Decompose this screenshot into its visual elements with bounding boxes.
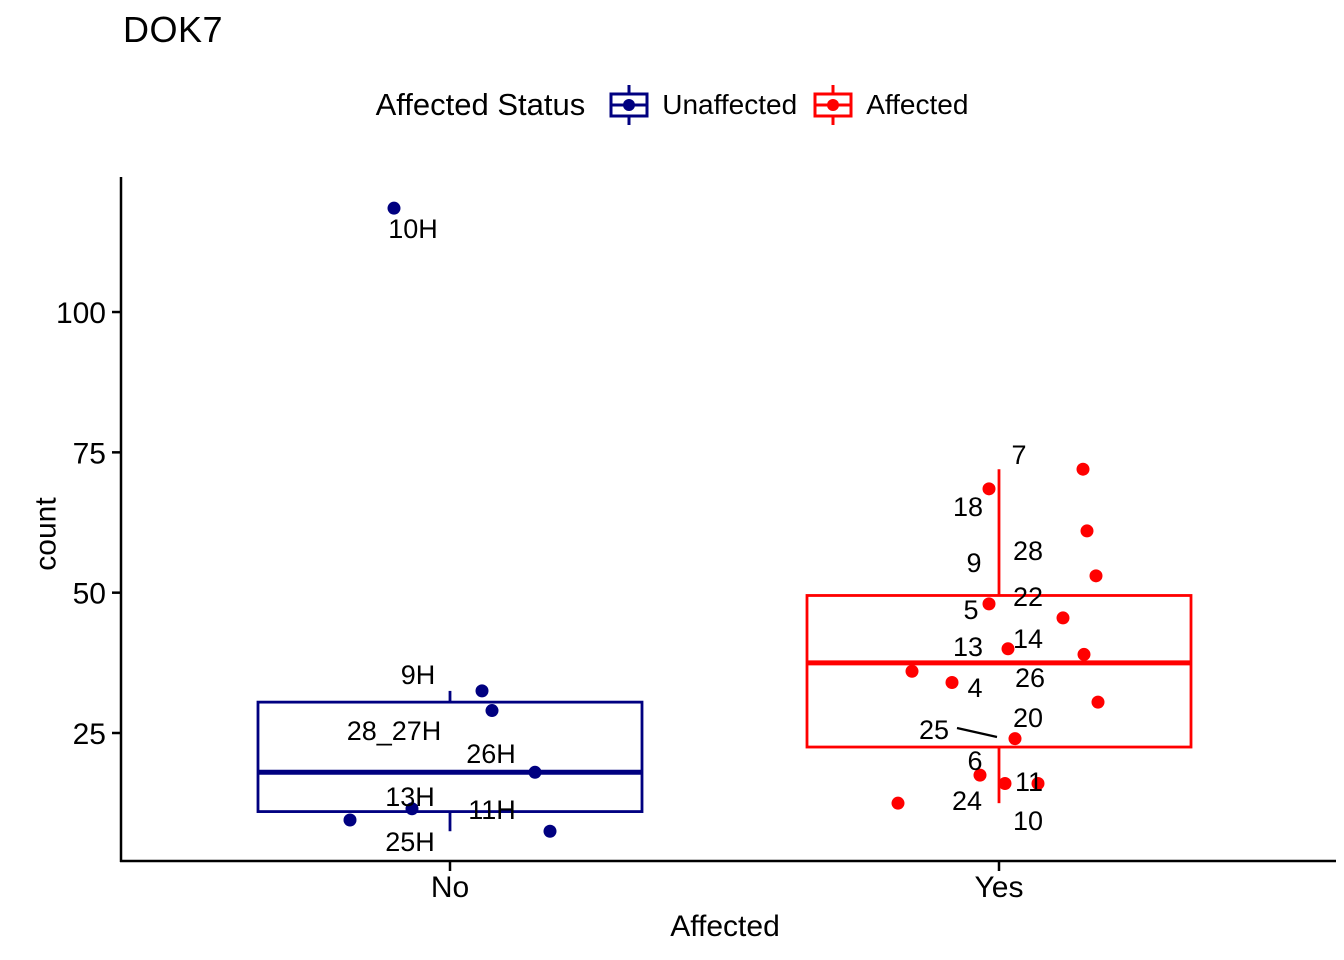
data-point: [982, 482, 996, 496]
x-category-label: No: [431, 871, 469, 904]
point-label: 22: [1013, 582, 1043, 612]
point-label: 9H: [401, 660, 436, 690]
y-tick-label: 100: [56, 297, 106, 330]
x-category-label: Yes: [975, 871, 1024, 904]
box: [256, 700, 644, 813]
data-point: [405, 802, 419, 816]
data-point: [973, 768, 987, 782]
legend-label-affected: Affected: [866, 89, 969, 120]
data-point: [485, 704, 499, 718]
point-label: 13H: [385, 782, 435, 812]
point-label: 28: [1013, 536, 1043, 566]
boxplot-key-unaffected-icon: [609, 85, 649, 125]
legend-label-unaffected: Unaffected: [662, 89, 798, 120]
data-point: [1031, 777, 1045, 791]
data-point: [1089, 569, 1103, 583]
legend: Affected Status Unaffected Affected: [0, 82, 1344, 128]
point-label: 28_27H: [347, 716, 442, 746]
point-label: 25H: [385, 827, 435, 857]
point-label: 20: [1013, 703, 1043, 733]
data-point: [543, 824, 557, 838]
point-label: 6: [967, 746, 982, 776]
point-label: 26: [1015, 663, 1045, 693]
data-point: [905, 664, 919, 678]
plot-title: DOK7: [123, 9, 224, 50]
data-point: [528, 765, 542, 779]
legend-item-unaffected: Unaffected: [607, 82, 797, 128]
point-label: 24: [952, 786, 982, 816]
legend-title: Affected Status: [375, 87, 586, 122]
data-point: [998, 777, 1012, 791]
data-point: [1091, 695, 1105, 709]
data-point: [1080, 524, 1094, 538]
point-label: 7: [1011, 440, 1026, 470]
data-point: [982, 597, 996, 611]
data-point: [1077, 647, 1091, 661]
data-point: [891, 796, 905, 810]
point-label: 13: [953, 632, 983, 662]
data-point: [343, 813, 357, 827]
data-point: [1001, 642, 1015, 656]
boxplot-key-affected-icon: [813, 85, 853, 125]
point-label: 11H: [468, 795, 516, 825]
data-point: [945, 675, 959, 689]
point-label: 11: [1015, 767, 1043, 797]
box: [805, 594, 1193, 749]
y-tick-label: 25: [73, 718, 106, 751]
point-label: 10: [1013, 806, 1043, 836]
point-label: 25: [919, 715, 949, 745]
point-label: 10H: [388, 214, 438, 244]
point-label: 4: [967, 673, 982, 703]
point-label: 18: [953, 492, 983, 522]
point-label: 26H: [466, 739, 516, 769]
data-point: [1076, 462, 1090, 476]
point-label: 14: [1013, 624, 1043, 654]
point-label: 5: [963, 595, 978, 625]
data-point: [1008, 732, 1022, 746]
data-point: [475, 684, 489, 698]
y-tick-label: 75: [73, 437, 106, 470]
y-tick-label: 50: [73, 578, 106, 611]
legend-item-affected: Affected: [811, 82, 968, 128]
data-point: [1056, 611, 1070, 625]
label-leader-line: [956, 726, 998, 739]
x-axis-title: Affected: [670, 910, 780, 943]
data-point: [387, 201, 401, 215]
point-label: 9: [966, 548, 981, 578]
